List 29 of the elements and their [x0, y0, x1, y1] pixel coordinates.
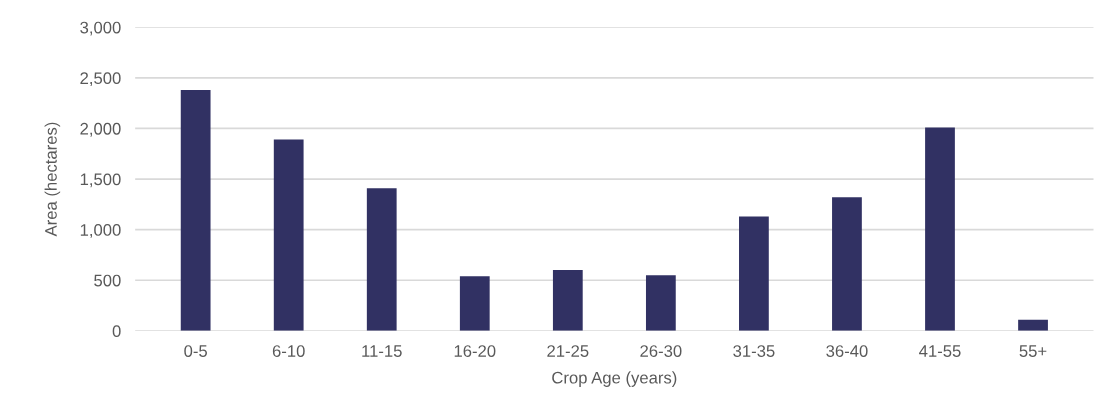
x-tick-label: 11-15 [362, 345, 402, 357]
x-tick-label: 16-20 [454, 345, 496, 357]
x-tick-label: 55+ [1019, 345, 1047, 357]
y-tick-label: 1,500 [80, 173, 121, 188]
bar [739, 216, 769, 331]
y-tick-label: 3,000 [80, 21, 121, 36]
bar [1018, 319, 1048, 331]
y-tick-label: 500 [94, 274, 121, 287]
y-axis-title: Area (hectares) [44, 122, 61, 237]
y-tick-label: 2,000 [80, 122, 121, 137]
bar [645, 275, 676, 331]
bar [366, 188, 397, 331]
bar [552, 270, 583, 331]
y-tick-label: 0 [112, 325, 121, 338]
bar [273, 139, 304, 331]
y-tick-label: 1,000 [80, 224, 121, 238]
x-axis-title: Crop Age (years) [552, 371, 677, 387]
y-tick-label: 2,500 [80, 72, 121, 87]
bar [459, 276, 490, 331]
x-tick-label: 26-30 [640, 345, 682, 357]
x-tick-label: 31-35 [733, 345, 775, 357]
x-tick-label: 6-10 [272, 345, 305, 357]
x-tick-label: 21-25 [547, 345, 589, 357]
x-tick-label: 0-5 [184, 345, 207, 357]
bar [832, 197, 862, 331]
bar [925, 127, 955, 331]
x-tick-label: 36-40 [826, 345, 868, 357]
x-tick-label: 41-55 [919, 345, 961, 357]
bar [180, 90, 211, 331]
